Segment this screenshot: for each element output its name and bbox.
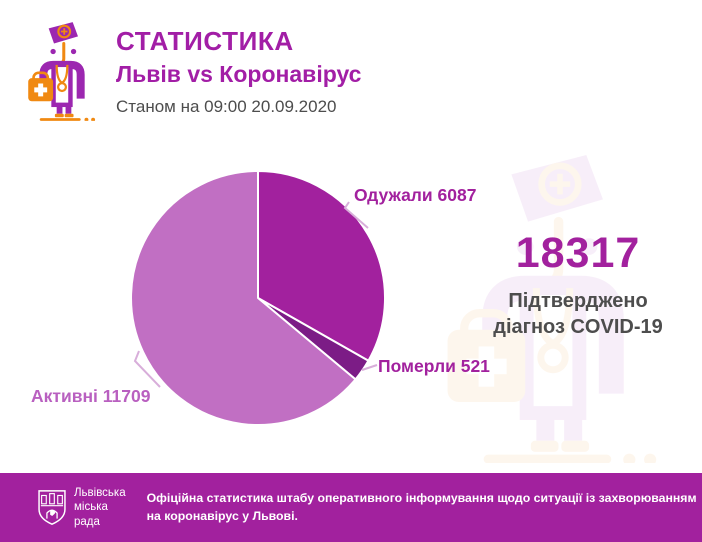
- lviv-coat-of-arms-icon: [37, 489, 67, 526]
- pie-slice-active: [130, 170, 357, 426]
- pie-chart: [130, 170, 387, 426]
- pie-label-recovered: Одужали 6087: [354, 185, 477, 205]
- confirmed-caption-line1: Підтверджено: [508, 290, 648, 312]
- confirmed-summary: 18317 Підтверджено діагноз COVID-19: [470, 229, 686, 340]
- leader-line-recovered: [343, 201, 369, 229]
- confirmed-total: 18317: [515, 229, 641, 277]
- org-name-line2: міська: [74, 501, 108, 514]
- footer-note: Офіційна статистика штабу оперативного і…: [146, 490, 697, 523]
- doctor-icon: [22, 14, 102, 121]
- page-title: СТАТИСТИКА: [116, 26, 294, 56]
- pie-slice-recovered: [257, 170, 387, 362]
- org-name-line3: рада: [74, 515, 100, 528]
- pie-label-active: Активні 11709: [31, 386, 151, 406]
- page-subtitle: Львів vs Коронавірус: [116, 61, 362, 87]
- org-name-line1: Львівська: [74, 487, 126, 500]
- leader-line-died: [361, 364, 378, 371]
- confirmed-caption-line2: діагноз COVID-19: [493, 316, 663, 338]
- org-name: Львівська міська рада: [74, 486, 126, 528]
- leader-line-active: [133, 350, 161, 388]
- footer-bar: Львівська міська рада Офіційна статистик…: [0, 473, 702, 542]
- pie-label-died: Померли 521: [378, 356, 490, 376]
- confirmed-caption: Підтверджено діагноз COVID-19: [470, 288, 686, 340]
- as-of-timestamp: Станом на 09:00 20.09.2020: [116, 97, 337, 116]
- pie-slices: [130, 170, 387, 426]
